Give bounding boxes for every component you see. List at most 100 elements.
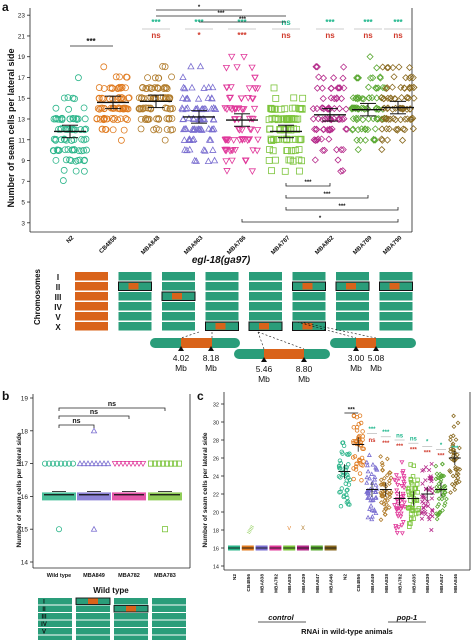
data-point — [159, 460, 166, 467]
introgression-outline — [75, 597, 111, 605]
sig-vs-n2: *** — [363, 18, 373, 27]
chromosome-bar — [118, 302, 152, 311]
data-point — [245, 85, 254, 93]
data-point — [354, 146, 362, 154]
bracket-label: *** — [348, 408, 356, 414]
data-point — [312, 63, 320, 71]
data-point — [337, 465, 342, 471]
data-point — [270, 84, 278, 92]
data-point — [127, 461, 135, 468]
y-tick-label: 7 — [21, 179, 25, 186]
data-point — [65, 105, 72, 113]
chromosome-bar — [152, 598, 186, 605]
data-point — [378, 477, 384, 483]
data-point — [426, 504, 431, 509]
chromosome-bar — [75, 302, 108, 311]
data-point — [420, 509, 425, 514]
data-point — [429, 461, 434, 467]
data-point — [360, 429, 365, 434]
introgression-segment — [172, 293, 182, 300]
chromosome-bar — [118, 292, 152, 301]
data-point — [192, 105, 201, 113]
data-point — [281, 105, 289, 113]
sig-vs-cb4856: ns — [281, 31, 291, 40]
data-point — [179, 83, 188, 91]
chromosome-bar — [114, 628, 148, 635]
strain-points-wild-type — [42, 460, 77, 533]
data-point — [353, 467, 359, 472]
data-point — [163, 85, 171, 92]
data-point — [373, 489, 379, 494]
strain-points-mba846-16 — [447, 413, 463, 495]
marker-unit: Mb — [175, 363, 187, 373]
data-point — [115, 94, 123, 101]
data-point — [206, 136, 215, 143]
data-point — [378, 490, 384, 495]
sig-vs-n2: ns — [281, 18, 291, 27]
introgression-outline — [292, 321, 326, 331]
x-label: CB4856 — [356, 574, 362, 592]
dense-points-band — [42, 492, 76, 501]
data-point — [314, 115, 322, 123]
zoom-guide-line — [180, 331, 200, 339]
x-label: MBA846 — [453, 574, 459, 593]
chromosome-bar — [379, 292, 413, 301]
chromosome-bar — [336, 292, 369, 301]
chromosome-name: II — [42, 607, 46, 613]
data-point — [448, 437, 453, 443]
data-point — [207, 104, 216, 112]
data-point — [403, 93, 411, 102]
data-point — [366, 53, 374, 61]
data-point — [81, 126, 89, 134]
x-label: MBA839 — [301, 574, 307, 593]
data-point — [387, 470, 393, 476]
data-point — [347, 451, 352, 456]
data-point — [352, 94, 360, 102]
chromosome-bar — [114, 620, 148, 627]
data-point — [373, 64, 381, 72]
y-tick-label: 15 — [18, 96, 26, 103]
data-point — [345, 487, 350, 493]
data-point — [367, 506, 373, 511]
data-point — [401, 476, 407, 481]
sig-n2-cb4856: *** — [86, 37, 96, 46]
data-point — [111, 461, 119, 468]
data-point — [380, 462, 385, 468]
data-point — [311, 136, 319, 144]
data-point — [365, 491, 371, 496]
data-point — [62, 156, 70, 164]
marker-triangle — [301, 357, 307, 362]
data-point — [151, 84, 159, 92]
data-point — [155, 460, 162, 467]
data-point — [108, 85, 116, 92]
data-point — [276, 125, 284, 133]
data-point — [208, 94, 216, 102]
strain-points-n2-0 — [228, 545, 240, 551]
data-point — [242, 157, 250, 165]
data-point — [175, 460, 182, 467]
data-point — [131, 461, 139, 468]
data-point — [450, 441, 456, 447]
y-tick-label: 19 — [21, 396, 29, 403]
data-point — [123, 461, 131, 468]
data-point — [226, 105, 234, 112]
data-point — [334, 156, 342, 164]
x-label: MBA838 — [260, 574, 266, 593]
data-point — [123, 73, 131, 81]
data-point — [354, 115, 362, 123]
data-point — [178, 104, 186, 111]
data-point — [211, 105, 219, 112]
chromosome-name: V — [42, 630, 46, 636]
marker-triangle — [178, 346, 184, 351]
sig-vs-cb4856: *** — [237, 31, 247, 40]
data-point — [410, 502, 416, 508]
sig-vs-cb4856: ns — [363, 31, 373, 40]
y-tick-label: 16 — [213, 547, 219, 553]
x-label: MBA838 — [384, 574, 390, 593]
data-point — [75, 147, 83, 155]
data-point — [313, 84, 321, 92]
data-point — [399, 505, 405, 511]
data-point — [409, 516, 414, 522]
data-point — [452, 481, 458, 487]
data-point — [267, 135, 275, 143]
